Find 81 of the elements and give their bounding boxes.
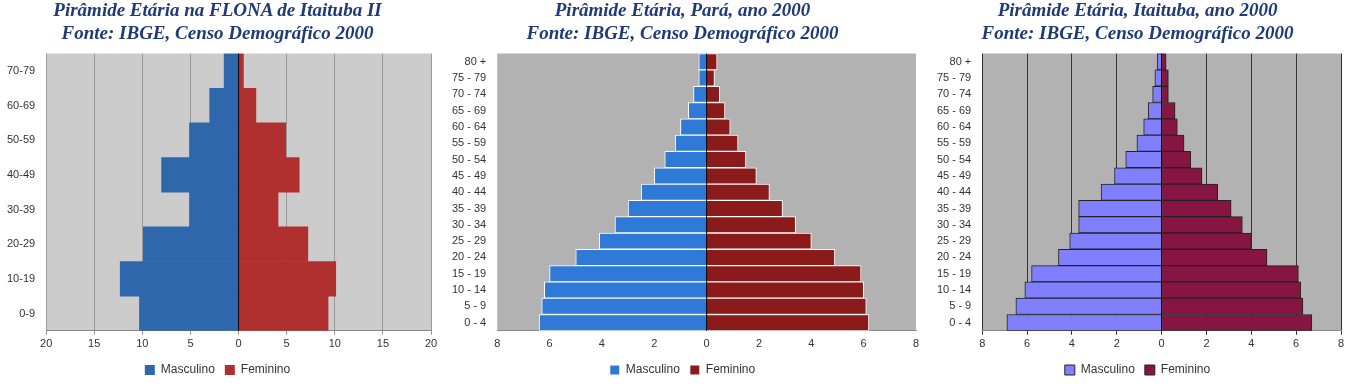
y-tick-label: 55 - 59 [937,136,972,149]
x-tick-label: 2 [755,337,763,350]
y-tick-label: 20-29 [6,237,36,250]
x-tick-label: 8 [979,337,986,350]
y-tick-label: 35 - 39 [937,201,972,214]
y-tick-label: 70 - 74 [452,87,487,100]
legend-label: Feminino [705,362,756,377]
x-tick-label: 0 [235,337,242,350]
chart-title: Pirâmide Etária, Pará, ano 2000 [553,0,811,21]
x-tick-label: 5 [187,337,194,350]
x-tick-label: 4 [598,337,605,350]
y-tick-label: 0-9 [19,306,36,319]
y-tick-label: 40 - 44 [937,185,972,198]
y-tick-label: 5 - 9 [464,299,487,312]
y-tick-label: 20 - 24 [937,250,972,263]
y-tick-label: 50 - 54 [937,152,972,165]
chart-subtitle: Fonte: IBGE, Censo Demográfico 2000 [525,22,839,44]
chart-subtitle: Fonte: IBGE, Censo Demográfico 2000 [980,22,1294,44]
y-tick-label: 10-19 [6,271,36,284]
y-tick-label: 20 - 24 [452,250,487,263]
y-tick-label: 0 - 4 [949,315,972,328]
x-tick-label: 8 [1337,337,1345,350]
y-tick-label: 45 - 49 [937,168,972,181]
y-tick-label: 50-59 [6,133,36,146]
chart-subtitle: Fonte: IBGE, Censo Demográfico 2000 [60,22,374,44]
y-tick-label: 5 - 9 [949,299,972,312]
y-tick-label: 40 - 44 [452,185,487,198]
y-tick-label: 35 - 39 [452,201,487,214]
x-tick-label: 20 [40,337,53,350]
legend-label: Masculino [625,362,681,377]
x-tick-label: 6 [546,337,553,350]
y-tick-label: 25 - 29 [452,234,487,247]
y-tick-label: 15 - 19 [937,266,972,279]
x-tick-label: 4 [808,337,815,350]
y-tick-label: 25 - 29 [937,234,972,247]
x-tick-label: 4 [1068,337,1075,350]
x-tick-label: 15 [376,337,390,350]
x-tick-label: 15 [88,337,101,350]
legend-label: Feminino [1160,362,1211,377]
y-tick-label: 10 - 14 [452,283,487,296]
y-tick-label: 40-49 [6,167,36,180]
x-tick-label: 4 [1248,337,1255,350]
chart-title: Pirâmide Etária na FLONA de Itaituba II [52,0,383,21]
y-tick-label: 60 - 64 [937,120,972,133]
x-tick-label: 10 [328,337,341,350]
x-tick-label: 20 [424,337,438,350]
legend-label: Masculino [160,362,216,377]
y-tick-label: 45 - 49 [452,168,487,181]
y-tick-label: 65 - 69 [937,103,972,116]
y-tick-label: 80 + [464,54,487,67]
y-tick-label: 30-39 [6,202,36,215]
x-tick-label: 8 [912,337,920,350]
y-tick-label: 65 - 69 [452,103,487,116]
x-tick-label: 0 [1158,337,1165,350]
y-tick-label: 70 - 74 [937,87,972,100]
y-tick-label: 15 - 19 [452,266,487,279]
y-tick-label: 0 - 4 [464,315,487,328]
legend-label: Masculino [1080,362,1136,377]
y-tick-label: 75 - 79 [937,71,972,84]
x-tick-label: 6 [1293,337,1300,350]
y-tick-label: 50 - 54 [452,152,487,165]
x-tick-label: 0 [703,337,710,350]
x-tick-label: 2 [1113,337,1120,350]
y-tick-label: 60-69 [6,98,36,111]
x-tick-label: 6 [1024,337,1031,350]
x-tick-label: 2 [1203,337,1210,350]
y-tick-label: 30 - 34 [937,217,972,230]
y-tick-label: 55 - 59 [452,136,487,149]
x-tick-label: 6 [860,337,867,350]
y-tick-label: 60 - 64 [452,120,487,133]
legend-label: Feminino [240,362,291,377]
y-tick-label: 10 - 14 [937,283,972,296]
x-tick-label: 8 [494,337,501,350]
y-tick-label: 80 + [949,54,972,67]
y-tick-label: 30 - 34 [452,217,487,230]
x-tick-label: 2 [651,337,658,350]
y-tick-label: 70-79 [6,63,36,76]
chart-title: Pirâmide Etária, Itaituba, ano 2000 [996,0,1278,21]
x-tick-label: 5 [283,337,290,350]
x-tick-label: 10 [136,337,149,350]
y-tick-label: 75 - 79 [452,71,487,84]
